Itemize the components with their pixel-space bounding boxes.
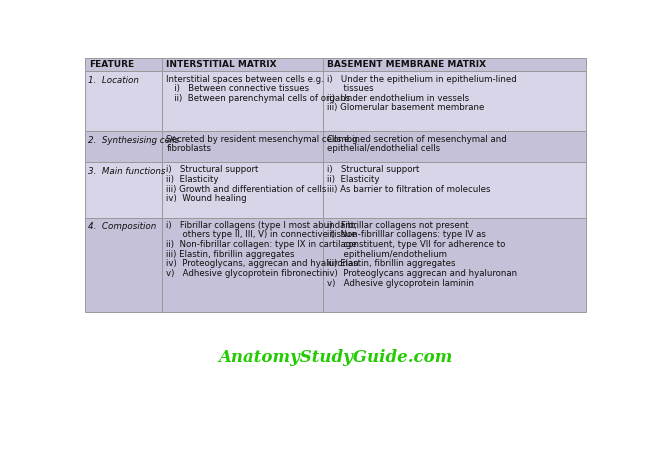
Bar [322,58,585,71]
Text: iii) Elastin, fibrillin aggregates: iii) Elastin, fibrillin aggregates [326,259,455,268]
Bar [162,162,322,218]
Text: 4.  Composition: 4. Composition [88,222,156,232]
Text: i)   Fibrillar collagens not present: i) Fibrillar collagens not present [326,221,468,230]
Text: FEATURE: FEATURE [89,60,134,69]
Text: 3.  Main functions: 3. Main functions [88,167,165,176]
Bar [322,132,585,162]
Text: 2.  Synthesising cells: 2. Synthesising cells [88,136,179,145]
Bar [322,71,585,132]
Text: i)   Structural support: i) Structural support [166,165,259,174]
Text: 1.  Location: 1. Location [88,76,139,85]
Text: epithelium/endothelium: epithelium/endothelium [326,250,447,259]
Text: ii)  Under endothelium in vessels: ii) Under endothelium in vessels [326,94,469,103]
Text: v)   Adhesive glycoprotein laminin: v) Adhesive glycoprotein laminin [326,279,473,287]
Bar [162,218,322,311]
Text: tissues: tissues [326,84,373,93]
Text: BASEMENT MEMBRANE MATRIX: BASEMENT MEMBRANE MATRIX [326,60,486,69]
Text: epithelial/endothelial cells: epithelial/endothelial cells [326,144,439,153]
Text: ii)  Non-fibrilllar collagens: type IV as: ii) Non-fibrilllar collagens: type IV as [326,231,485,239]
Bar [162,71,322,132]
Bar [85,162,162,218]
Text: ii)  Elasticity: ii) Elasticity [166,175,219,184]
Bar [162,58,322,71]
Text: v)   Adhesive glycoprotein fibronectin: v) Adhesive glycoprotein fibronectin [166,269,328,278]
Text: i)   Structural support: i) Structural support [326,165,419,174]
Text: ii)  Between parenchymal cells of organs: ii) Between parenchymal cells of organs [166,94,351,103]
Bar [85,132,162,162]
Bar [85,58,162,71]
Text: iv)  Proteoglycans aggrecan and hyaluronan: iv) Proteoglycans aggrecan and hyalurona… [326,269,517,278]
Text: AnatomyStudyGuide.com: AnatomyStudyGuide.com [218,350,453,366]
Text: iii) Growth and differentiation of cells: iii) Growth and differentiation of cells [166,185,327,193]
Text: others type II, III, V) in connective tissue: others type II, III, V) in connective ti… [166,231,356,239]
Text: constituent, type VII for adherence to: constituent, type VII for adherence to [326,240,505,249]
Bar [85,218,162,311]
Text: i)   Under the epithelium in epithelium-lined: i) Under the epithelium in epithelium-li… [326,74,516,84]
Text: ii)  Elasticity: ii) Elasticity [326,175,379,184]
Text: iv)  Wound healing: iv) Wound healing [166,194,247,203]
Bar [322,162,585,218]
Text: ii)  Non-fibrillar collagen: type IX in cartilage: ii) Non-fibrillar collagen: type IX in c… [166,240,357,249]
Text: Secreted by resident mesenchymal cells e.g.: Secreted by resident mesenchymal cells e… [166,134,360,143]
Text: INTERSTITIAL MATRIX: INTERSTITIAL MATRIX [166,60,277,69]
Text: i)   Between connective tissues: i) Between connective tissues [166,84,309,93]
Text: Combined secretion of mesenchymal and: Combined secretion of mesenchymal and [326,134,506,143]
Text: iii) Elastin, fibrillin aggregates: iii) Elastin, fibrillin aggregates [166,250,295,259]
Bar [85,71,162,132]
Text: i)   Fibrillar collagens (type I most abundant;: i) Fibrillar collagens (type I most abun… [166,221,358,230]
Bar [162,132,322,162]
Text: Interstitial spaces between cells e.g.: Interstitial spaces between cells e.g. [166,74,324,84]
Text: iv)  Proteoglycans, aggrecan and hyaluronan: iv) Proteoglycans, aggrecan and hyaluron… [166,259,359,268]
Bar [322,218,585,311]
Text: iii) Glomerular basement membrane: iii) Glomerular basement membrane [326,104,484,113]
Text: iii) As barrier to filtration of molecules: iii) As barrier to filtration of molecul… [326,185,490,193]
Text: fibroblasts: fibroblasts [166,144,211,153]
